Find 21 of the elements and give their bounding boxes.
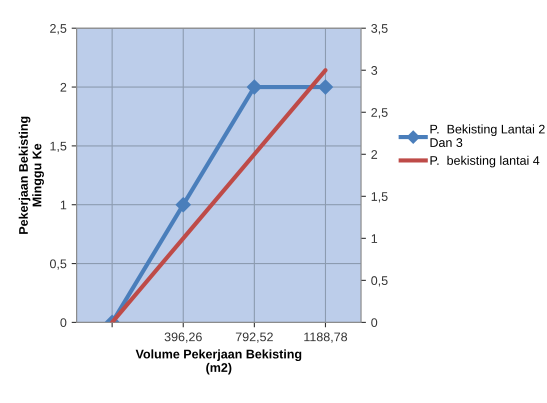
y2-tick-label: 1: [372, 234, 378, 243]
legend-label: P. Bekisting Lantai 2 Dan 3: [430, 124, 545, 148]
y-tick-label: 1,5: [50, 142, 66, 152]
x-axis-title: Volume Pekerjaan Bekisting (m2): [136, 349, 302, 374]
y-tick-label: 1: [60, 200, 66, 210]
y-tick-label: 0: [60, 318, 66, 328]
y-tick-label: 0,5: [50, 259, 66, 270]
x-tick-label: 792,52: [236, 332, 273, 343]
y2-tick-label: 3: [371, 66, 378, 75]
y-tick-label: 2,5: [50, 24, 66, 34]
x-tick-label: 1188,78: [304, 332, 348, 343]
y-tick-label: 2: [60, 82, 66, 92]
y2-tick-label: 0: [371, 318, 378, 328]
legend-label: P. bekisting lantai 4: [430, 156, 540, 168]
y2-tick-label: 2: [371, 150, 378, 159]
x-tick-label: 396,26: [164, 332, 202, 343]
y2-tick-label: 2,5: [371, 108, 388, 118]
y2-tick-label: 0,5: [371, 276, 388, 286]
y2-tick-label: 1,5: [372, 192, 388, 202]
y2-tick-label: 3,5: [371, 24, 388, 34]
y-axis-title: Pekerjaan Bekisting Minggu Ke: [18, 116, 44, 234]
